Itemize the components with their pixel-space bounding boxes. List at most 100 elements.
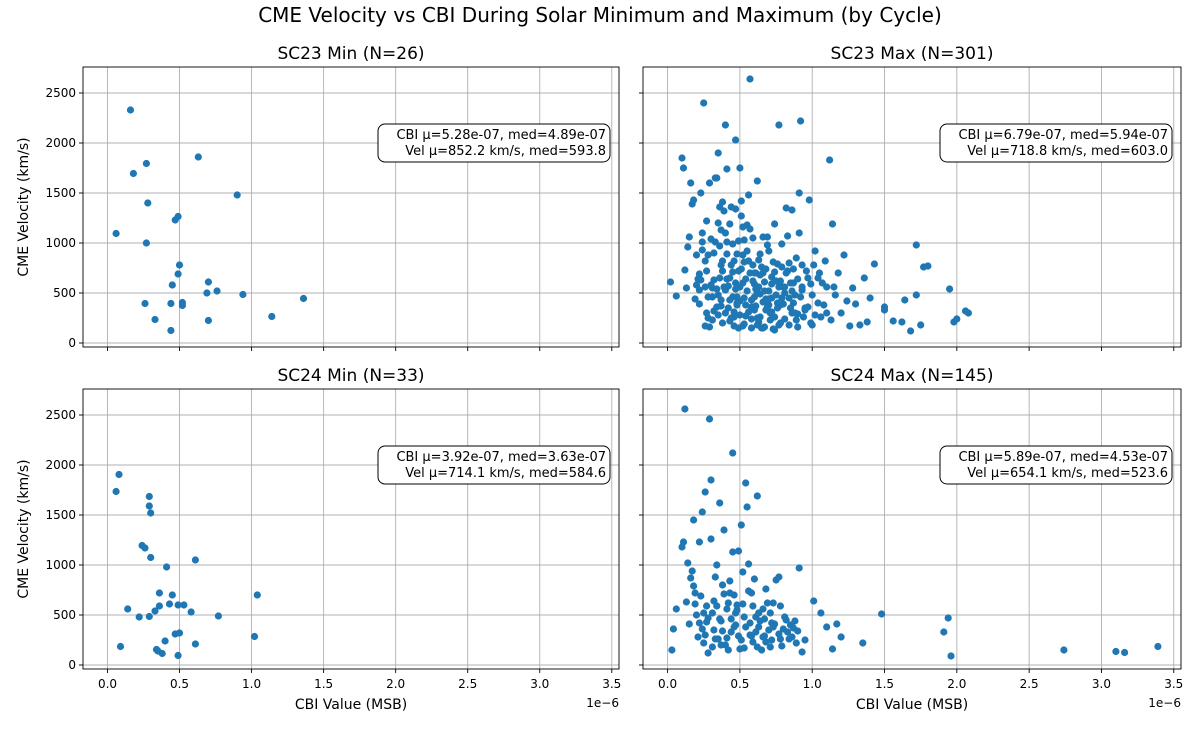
scatter-point — [704, 293, 712, 301]
scatter-point — [782, 204, 790, 212]
stats-line: Vel μ=714.1 km/s, med=584.6 — [405, 466, 606, 481]
scatter-point — [775, 283, 783, 291]
scatter-point — [740, 644, 748, 652]
scatter-point — [752, 302, 760, 310]
scatter-point — [698, 246, 706, 254]
scatter-point — [768, 280, 776, 288]
scatter-point — [734, 547, 743, 555]
subplot-3: 0.0 0.5 1.0 1.5 2.0 2.5 3.0 3.5 0 500 1000 1500 2000… — [16, 366, 621, 713]
y-tick-label: 0 — [68, 336, 76, 350]
scatter-point — [701, 631, 709, 639]
scatter-point — [729, 293, 737, 301]
scatter-point — [682, 284, 691, 292]
scatter-point — [947, 652, 955, 660]
scatter-point — [145, 502, 153, 510]
scatter-point — [729, 449, 737, 457]
scatter-point — [946, 285, 954, 293]
scatter-point — [760, 287, 769, 295]
subplot-grid: 0 500 1000 1500 2000 2500 SC23 Min (N=26) CME V… — [16, 44, 1183, 713]
scatter-point — [846, 322, 854, 330]
scatter-point — [716, 274, 724, 282]
y-tick-label: 0 — [68, 658, 76, 672]
scatter-point — [749, 261, 757, 269]
scatter-point — [743, 503, 751, 511]
scatter-point — [704, 649, 712, 657]
scatter-point — [795, 229, 803, 237]
scatter-point — [167, 299, 175, 308]
scatter-point — [147, 509, 155, 517]
scatter-series — [112, 470, 261, 660]
scatter-point — [866, 294, 874, 302]
scatter-point — [798, 648, 806, 656]
scatter-point — [144, 199, 152, 207]
scatter-point — [759, 298, 767, 306]
x-tick-label: 0.0 — [658, 677, 677, 691]
scatter-point — [817, 313, 825, 321]
scatter-series — [668, 405, 1162, 660]
scatter-point — [679, 538, 688, 546]
scatter-point — [771, 220, 779, 228]
scatter-point — [739, 568, 747, 576]
scatter-point — [213, 287, 221, 295]
scatter-point — [669, 625, 678, 633]
scatter-point — [145, 612, 153, 621]
scatter-point — [828, 220, 837, 228]
scatter-point — [742, 623, 750, 631]
stats-box — [377, 445, 611, 485]
scatter-point — [685, 620, 693, 628]
scatter-point — [682, 598, 691, 606]
scatter-point — [145, 492, 153, 501]
scatter-point — [721, 286, 730, 294]
stats-box — [939, 445, 1173, 485]
scatter-point — [749, 602, 757, 610]
scatter-point — [785, 321, 793, 329]
scatter-point — [878, 610, 886, 618]
scatter-point — [154, 647, 162, 655]
scatter-point — [672, 292, 680, 300]
scatter-point — [833, 620, 841, 628]
scatter-point — [837, 309, 845, 317]
scatter-point — [710, 626, 718, 634]
scatter-point — [730, 257, 738, 265]
scatter-point — [733, 606, 741, 614]
scatter-point — [737, 212, 745, 220]
scatter-point — [747, 632, 756, 640]
scatter-point — [214, 612, 222, 620]
scatter-point — [685, 233, 693, 241]
scatter-point — [726, 589, 734, 597]
scatter-point — [785, 635, 793, 643]
scatter-point — [714, 149, 722, 157]
scatter-point — [713, 602, 721, 610]
scatter-point — [766, 643, 774, 651]
scatter-point — [151, 607, 159, 615]
scatter-point — [775, 573, 783, 581]
scatter-point — [810, 261, 818, 269]
axes-frame — [642, 66, 1182, 348]
scatter-point — [852, 300, 860, 308]
scatter-point — [174, 651, 182, 660]
scatter-point — [769, 258, 777, 266]
scatter-point — [729, 548, 737, 556]
scatter-point — [742, 479, 750, 487]
scatter-point — [726, 317, 734, 325]
y-tick-label: 1500 — [45, 508, 76, 522]
x-tick-label: 2.0 — [947, 677, 966, 691]
scatter-point — [718, 267, 727, 275]
stats-box — [377, 123, 611, 163]
scatter-point — [818, 279, 826, 287]
subplot-title: SC24 Min (N=33) — [277, 366, 424, 386]
scatter-point — [710, 249, 718, 257]
scatter-point — [749, 277, 757, 285]
scatter-point — [828, 645, 837, 653]
scatter-point — [750, 293, 759, 301]
scatter-point — [710, 307, 718, 315]
scatter-point — [703, 618, 711, 626]
scatter-point — [840, 251, 848, 259]
scatter-point — [1060, 646, 1068, 654]
scatter-point — [769, 623, 777, 631]
subplot-title: SC23 Max (N=301) — [831, 44, 994, 64]
scatter-point — [753, 314, 761, 322]
scatter-point — [778, 642, 786, 650]
